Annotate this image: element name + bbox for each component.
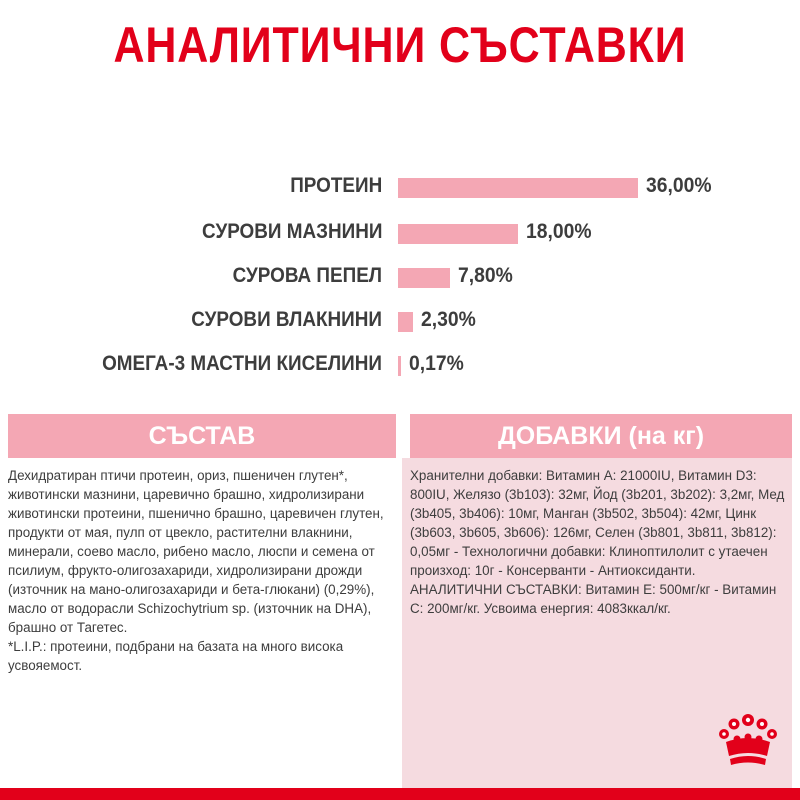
bar-value-label: 2,30% [421,308,477,331]
additives-text: Хранителни добавки: Витамин А: 21000IU, … [410,468,785,616]
composition-heading: СЪСТАВ [8,414,396,458]
additives-heading: ДОБАВКИ (на кг) [410,414,792,458]
bar-label: СУРОВИ ВЛАКНИНИ [191,308,382,331]
bar-label: ОМЕГА-3 МАСТНИ КИСЕЛИНИ [102,352,382,375]
composition-footnote: *L.I.P.: протеини, подбрани на базата на… [8,639,344,673]
bar-value-label: 7,80% [458,264,513,287]
bar-value-label: 18,00% [526,220,592,243]
composition-text: Дехидратиран птичи протеин, ориз, пшенич… [8,468,384,635]
bottom-accent-bar [0,788,800,800]
bar-label: ПРОТЕИН [289,174,382,197]
bar [398,312,414,332]
bar [398,224,518,244]
bar [398,178,638,198]
bar [398,268,450,288]
bar [398,356,401,376]
analytical-constituents-chart: ПРОТЕИН 36,00% СУРОВИ МАЗНИНИ 18,00% СУРОВА … [102,174,712,376]
bar-value-label: 36,00% [646,174,712,197]
bar-value-label: 0,17% [409,352,464,375]
bar-label: СУРОВИ МАЗНИНИ [201,220,382,243]
crown-icon [719,714,777,765]
page-title: АНАЛИТИЧНИ СЪСТАВКИ [113,17,687,73]
composition-section: Дехидратиран птичи протеин, ориз, пшенич… [8,466,396,675]
bar-label: СУРОВА ПЕПЕЛ [232,264,382,287]
